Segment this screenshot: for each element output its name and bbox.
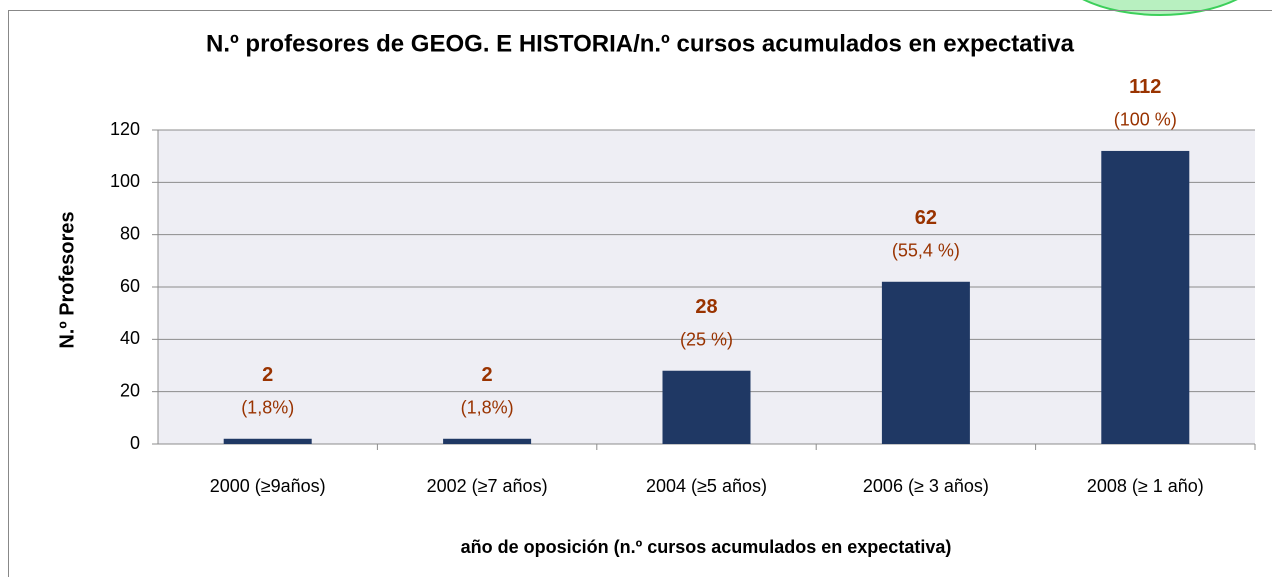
bar bbox=[443, 438, 532, 444]
data-label: 2 bbox=[482, 364, 493, 386]
x-tick-label: 2006 (≥ 3 años) bbox=[863, 476, 989, 496]
data-label: 62 bbox=[915, 207, 937, 229]
decoration bbox=[1082, 0, 1238, 16]
data-annotation: (55,4 %) bbox=[892, 241, 960, 261]
x-tick-label: 2008 (≥ 1 año) bbox=[1087, 476, 1204, 496]
bar bbox=[1101, 150, 1190, 444]
data-annotation: (100 %) bbox=[1114, 110, 1177, 130]
data-label: 2 bbox=[262, 364, 273, 386]
data-label: 112 bbox=[1129, 76, 1161, 98]
x-tick-label: 2004 (≥5 años) bbox=[646, 476, 767, 496]
bar bbox=[223, 438, 312, 444]
x-tick-label: 2002 (≥7 años) bbox=[427, 476, 548, 496]
y-tick-label: 100 bbox=[110, 171, 140, 191]
x-axis-title: año de oposición (n.º cursos acumulados … bbox=[461, 537, 952, 557]
chart-border bbox=[8, 10, 1272, 577]
data-annotation: (25 %) bbox=[680, 329, 733, 349]
y-tick-label: 0 bbox=[130, 433, 140, 453]
y-axis-title: N.º Profesores bbox=[56, 211, 78, 348]
data-annotation: (1,8%) bbox=[241, 398, 294, 418]
y-tick-label: 40 bbox=[120, 328, 140, 348]
data-label: 28 bbox=[695, 296, 717, 318]
bar bbox=[662, 370, 751, 444]
bar bbox=[881, 281, 970, 444]
chart-title: N.º profesores de GEOG. E HISTORIA/n.º c… bbox=[206, 30, 1075, 57]
data-annotation: (1,8%) bbox=[461, 398, 514, 418]
y-tick-label: 60 bbox=[120, 276, 140, 296]
y-tick-label: 120 bbox=[110, 119, 140, 139]
x-tick-label: 2000 (≥9años) bbox=[210, 476, 326, 496]
y-tick-label: 80 bbox=[120, 223, 140, 243]
y-tick-label: 20 bbox=[120, 380, 140, 400]
